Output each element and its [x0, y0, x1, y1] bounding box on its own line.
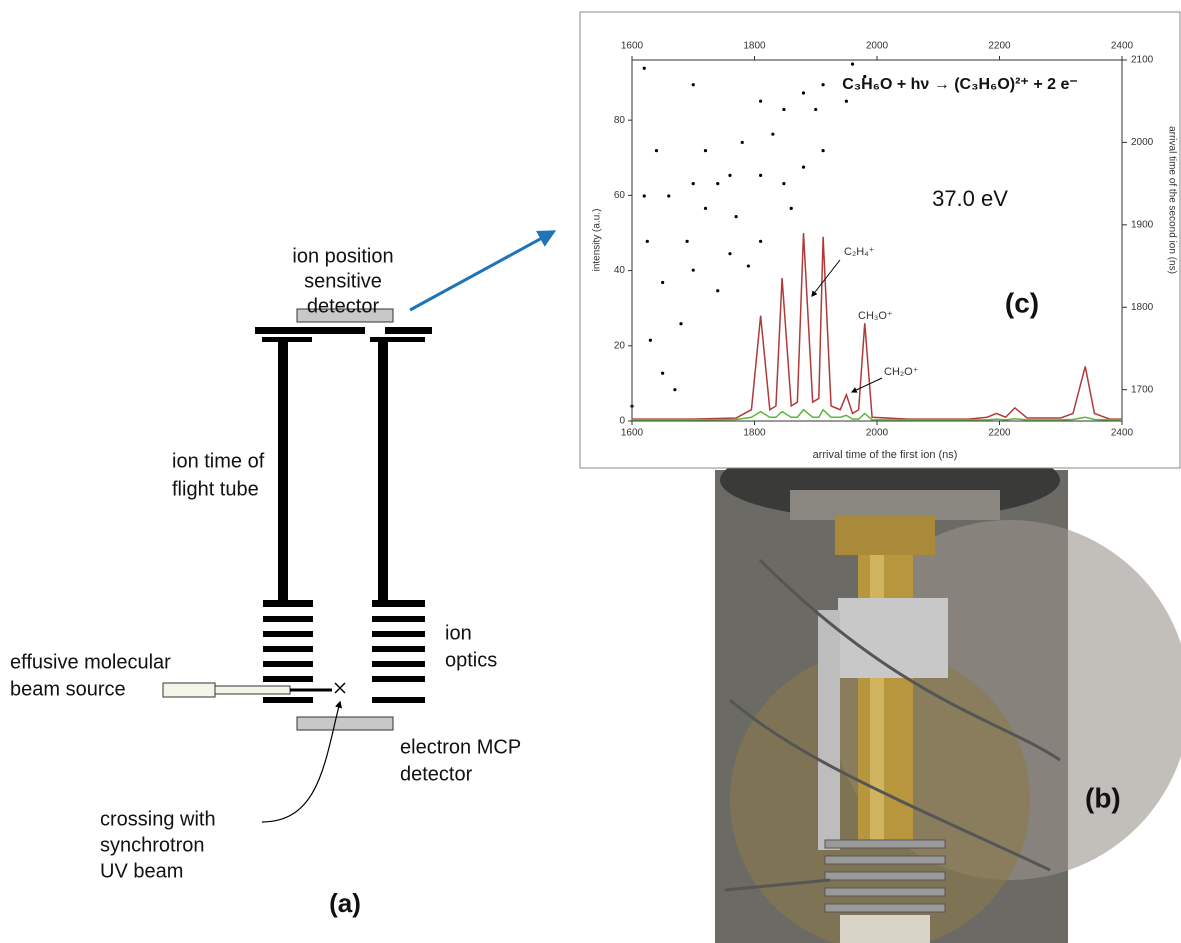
scatter-point [661, 280, 665, 285]
series-line [632, 408, 1122, 421]
y-tick-label: 40 [614, 265, 626, 276]
scatter-point [667, 194, 671, 198]
scatter-point [642, 194, 646, 198]
scatter-point [642, 66, 646, 70]
scatter-point [716, 182, 720, 186]
scatter-point [782, 182, 786, 186]
scatter-point [759, 173, 763, 177]
scatter-point [728, 173, 732, 177]
panel-label: (b) [1085, 782, 1121, 813]
scatter-point [844, 99, 848, 103]
scatter-point [648, 338, 652, 342]
panel-a-labels: ion position sensitive detector ion time of… [10, 245, 521, 918]
label: ion position [292, 245, 393, 267]
scatter-point [759, 99, 763, 103]
y2-tick-label: 1700 [1131, 384, 1154, 395]
label: beam source [10, 678, 126, 700]
scatter-point [863, 74, 867, 79]
x-axis-label: arrival time of the first ion (ns) [813, 449, 958, 461]
x-tick-label: 2400 [1111, 41, 1134, 52]
scatter-point [673, 388, 677, 392]
y-axis-label: intensity (a.u.) [592, 209, 603, 272]
chart-title: C₃H₆O + hν → (C₃H₆O)²⁺ + 2 e⁻ [842, 76, 1078, 93]
x-tick-label: 1600 [621, 428, 644, 439]
scatter-point [703, 206, 708, 210]
scatter-point [703, 149, 708, 153]
label: sensitive [304, 270, 382, 292]
panel-label: (c) [1005, 287, 1039, 318]
scatter-point [782, 107, 786, 112]
scatter-point [740, 140, 744, 145]
photo [715, 440, 1181, 943]
label: detector [307, 295, 380, 317]
scatter-point [645, 239, 649, 243]
y-tick-label: 20 [614, 340, 626, 351]
y-tick-label: 60 [614, 190, 626, 201]
chart: 1600 1800 2000 2200 2400 1700 1800 1900 2000 2100… [592, 41, 1178, 461]
label: electron MCP [400, 736, 521, 758]
x-tick-label: 2200 [988, 428, 1011, 439]
apparatus [162, 230, 557, 823]
label: effusive molecular [10, 651, 171, 673]
peak-label: C₂H₄⁺ [844, 246, 875, 258]
panel-label: (a) [329, 888, 361, 918]
scatter-point [789, 206, 793, 210]
y2-tick-label: 1800 [1131, 302, 1154, 313]
peak-label: CH₃O⁺ [858, 310, 893, 322]
label: detector [400, 763, 473, 785]
scatter-point [821, 83, 825, 87]
scatter-point [728, 252, 732, 256]
y2-axis-label: arrival time of the second ion (ns) [1166, 126, 1177, 274]
scatter-point [661, 371, 665, 375]
x-tick-label: 1600 [621, 41, 644, 52]
scatter-point [734, 214, 738, 219]
scatter-point [746, 264, 750, 268]
peak-label: CH₂O⁺ [884, 366, 919, 378]
energy-label: 37.0 eV [932, 186, 1008, 211]
scatter-point [691, 83, 695, 87]
scatter-point [691, 182, 695, 186]
label: flight tube [172, 478, 259, 500]
scatter-point [771, 132, 775, 136]
x-tick-label: 2400 [1111, 428, 1134, 439]
scatter-point [679, 322, 683, 326]
label: crossing with [100, 808, 216, 830]
x-tick-label: 2000 [866, 428, 889, 439]
scatter-point [685, 239, 689, 243]
x-tick-label: 2200 [988, 41, 1011, 52]
scatter-point [801, 91, 806, 95]
scatter-point [654, 149, 659, 153]
x-tick-label: 1800 [743, 41, 766, 52]
scatter-point [821, 149, 825, 153]
label: ion time of [172, 450, 265, 472]
scatter-point [814, 107, 818, 112]
y-tick-label: 80 [614, 115, 626, 126]
scatter-point [691, 268, 695, 272]
y2-tick-label: 2000 [1131, 137, 1154, 148]
label: UV beam [100, 860, 183, 882]
y2-tick-label: 1900 [1131, 219, 1154, 230]
y-tick-label: 0 [619, 416, 625, 427]
scatter-point [716, 289, 720, 293]
label: optics [445, 649, 497, 671]
x-tick-label: 1800 [743, 428, 766, 439]
label: synchrotron [100, 834, 205, 856]
scatter-point [801, 165, 806, 169]
annotation-arrow [811, 259, 841, 297]
x-tick-label: 2000 [866, 41, 889, 52]
scatter-point [850, 62, 855, 66]
chart-frame [579, 11, 1181, 469]
annotation-arrow [850, 377, 883, 393]
scatter-point [759, 239, 763, 243]
y2-tick-label: 2100 [1131, 55, 1154, 66]
label: ion [445, 622, 472, 644]
series-line [632, 232, 1122, 420]
